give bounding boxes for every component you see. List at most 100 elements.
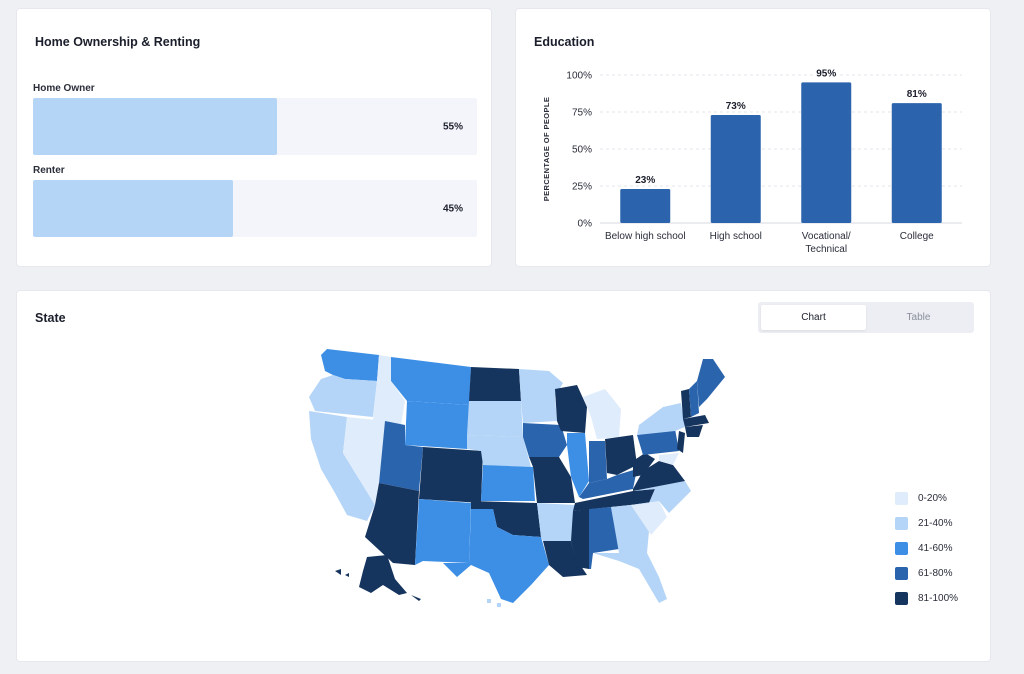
state-me[interactable] [697, 359, 725, 407]
chart-table-toggle: Chart Table [758, 302, 974, 333]
x-category-label: High school [710, 231, 762, 242]
state-va[interactable] [633, 461, 685, 491]
state-ms[interactable] [571, 509, 589, 569]
legend-item: 41-60% [895, 541, 952, 555]
home-owner-bar-track: 55% [33, 98, 477, 155]
state-oh[interactable] [605, 435, 637, 475]
y-axis-title: PERCENTAGE OF PEOPLE [542, 97, 551, 202]
renter-bar-track: 45% [33, 180, 477, 237]
state-fl[interactable] [593, 553, 667, 603]
x-category-label: Technical [805, 244, 847, 255]
state-al[interactable] [589, 507, 619, 569]
legend-item: 0-20% [895, 491, 947, 505]
state-tx[interactable] [443, 509, 549, 603]
legend-label: 0-20% [918, 492, 947, 504]
state-mi[interactable] [583, 389, 621, 439]
state-nh[interactable] [689, 381, 699, 417]
education-title: Education [534, 35, 595, 49]
state-az[interactable] [365, 483, 419, 565]
home-ownership-card: Home Ownership & Renting Home Owner 55% … [16, 8, 492, 267]
state-nj[interactable] [677, 431, 685, 453]
legend-label: 81-100% [918, 592, 959, 604]
state-title: State [35, 311, 66, 325]
bar-value-label: 95% [816, 68, 836, 79]
bar-value-label: 81% [907, 89, 927, 100]
bar-value-label: 73% [726, 101, 746, 112]
state-la[interactable] [543, 541, 587, 577]
home-owner-bar-fill [33, 98, 278, 155]
state-tn[interactable] [573, 489, 655, 511]
state-nd[interactable] [469, 367, 521, 401]
state-ct-ri[interactable] [685, 425, 703, 437]
state-wa[interactable] [321, 349, 379, 381]
education-bar[interactable] [620, 188, 671, 223]
state-ma[interactable] [683, 415, 709, 427]
chart-toggle-button[interactable]: Chart [761, 305, 866, 330]
y-tick-label: 50% [572, 145, 592, 156]
legend-swatch [895, 591, 908, 605]
state-ia[interactable] [523, 423, 567, 457]
legend-swatch [895, 491, 908, 505]
x-category-label: Vocational/ [802, 231, 851, 242]
renter-percent: 45% [442, 203, 463, 214]
state-id[interactable] [373, 355, 405, 425]
state-ga[interactable] [611, 505, 649, 553]
home-ownership-title: Home Ownership & Renting [35, 35, 201, 49]
renter-bar-fill [33, 180, 233, 237]
state-vt[interactable] [681, 389, 691, 419]
education-card: Education 0% 25% 50% 75% 100% PERCENTAGE OF P… [515, 8, 991, 267]
legend-swatch [895, 516, 908, 530]
state-in[interactable] [589, 441, 607, 483]
state-or[interactable] [309, 375, 377, 417]
state-ar[interactable] [537, 503, 575, 541]
education-bar[interactable] [710, 114, 761, 223]
state-ca[interactable] [309, 411, 375, 521]
state-ok[interactable] [471, 501, 541, 537]
state-wv[interactable] [633, 453, 655, 477]
state-card: State Chart Table [16, 290, 991, 662]
education-bar[interactable] [801, 82, 852, 224]
table-toggle-button[interactable]: Table [906, 312, 931, 323]
legend-swatch [895, 541, 908, 555]
state-nv[interactable] [343, 417, 385, 505]
state-mt[interactable] [391, 357, 471, 405]
state-ut[interactable] [379, 421, 423, 491]
state-ak[interactable] [359, 555, 407, 595]
state-ny[interactable] [637, 403, 685, 435]
state-ks[interactable] [481, 465, 535, 501]
y-tick-label: 75% [572, 108, 592, 119]
state-il[interactable] [567, 433, 589, 497]
state-sc[interactable] [631, 501, 667, 535]
legend-label: 41-60% [918, 542, 953, 554]
state-nc[interactable] [631, 481, 691, 513]
home-owner-label: Home Owner [33, 83, 95, 94]
education-bar-chart: 0% 25% 50% 75% 100% PERCENTAGE OF PEOPLE 23% Be… [542, 68, 962, 255]
state-ky[interactable] [579, 469, 637, 499]
y-tick-label: 100% [566, 71, 592, 82]
home-owner-percent: 55% [442, 121, 463, 132]
y-tick-label: 0% [578, 219, 593, 230]
state-mn[interactable] [519, 369, 563, 423]
y-tick-label: 25% [572, 182, 592, 193]
state-wy[interactable] [405, 401, 469, 449]
state-mo[interactable] [529, 457, 575, 503]
renter-label: Renter [33, 165, 65, 176]
state-nm[interactable] [415, 499, 471, 565]
legend-label: 21-40% [918, 517, 953, 529]
legend-item: 61-80% [895, 566, 952, 580]
education-bar[interactable] [891, 103, 942, 223]
legend-label: 61-80% [918, 567, 953, 579]
us-state-map [309, 349, 725, 607]
x-category-label: College [900, 231, 934, 242]
state-md[interactable] [659, 453, 679, 465]
legend-item: 21-40% [895, 516, 952, 530]
state-co[interactable] [419, 447, 483, 503]
state-wi[interactable] [555, 385, 587, 433]
state-pa[interactable] [637, 429, 679, 455]
state-hi[interactable] [487, 599, 501, 607]
legend-swatch [895, 566, 908, 580]
bar-value-label: 23% [635, 175, 655, 186]
state-sd[interactable] [467, 401, 523, 437]
legend-item: 81-100% [895, 591, 958, 605]
state-ne[interactable] [467, 435, 531, 467]
